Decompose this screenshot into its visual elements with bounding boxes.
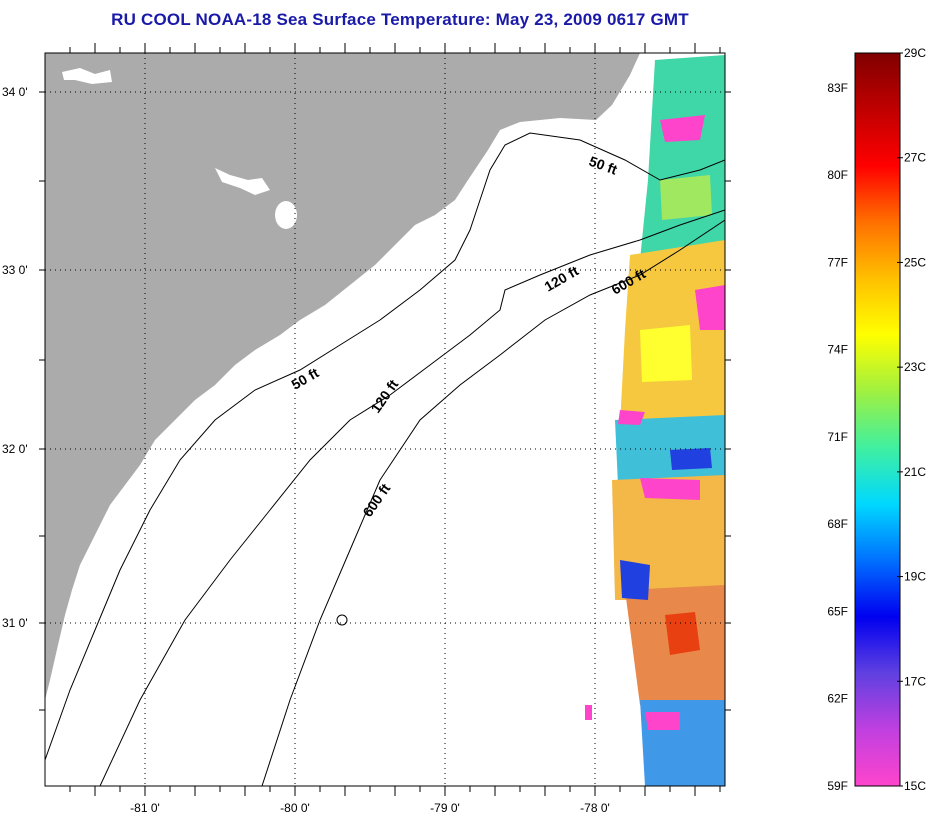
- colorbar-celsius-label: 23C: [904, 360, 926, 374]
- colorbar-celsius-label: 27C: [904, 151, 926, 165]
- colorbar-celsius-label: 25C: [904, 255, 926, 269]
- map-ticks: [39, 43, 731, 796]
- colorbar-fahrenheit-label: 83F: [827, 81, 848, 95]
- map-title: RU COOL NOAA-18 Sea Surface Temperature:…: [111, 10, 689, 29]
- lat-label: 33 0': [2, 263, 28, 277]
- contour-50ft: [45, 132, 725, 761]
- land-mass: [45, 53, 640, 700]
- lat-label: 31 0': [2, 616, 28, 630]
- map-frame: [44, 52, 726, 787]
- colorbar-fahrenheit-label: 62F: [827, 692, 848, 706]
- colorbar-celsius-label: 19C: [904, 570, 926, 584]
- colorbar-fahrenheit-label: 77F: [827, 255, 848, 269]
- sst-data-overlay: [585, 55, 725, 786]
- colorbar-celsius-label: 29C: [904, 46, 926, 60]
- lat-label: 34 0': [2, 85, 28, 99]
- inland-water: [45, 68, 297, 786]
- colorbar-fahrenheit-label: 68F: [827, 517, 848, 531]
- contour-600ft: [261, 219, 725, 786]
- lon-label: -79 0': [430, 801, 460, 815]
- colorbar-celsius-label: 15C: [904, 779, 926, 793]
- lon-label: -78 0': [580, 801, 610, 815]
- colorbar-celsius-label: 21C: [904, 465, 926, 479]
- lat-label: 32 0': [2, 442, 28, 456]
- colorbar-fahrenheit-label: 80F: [827, 168, 848, 182]
- colorbar-fahrenheit-label: 65F: [827, 604, 848, 618]
- colorbar-celsius-label: 17C: [904, 674, 926, 688]
- colorbar-gradient: [854, 52, 901, 787]
- colorbar-fahrenheit-label: 59F: [827, 779, 848, 793]
- lon-label: -81 0': [130, 801, 160, 815]
- colorbar-fahrenheit-label: 74F: [827, 343, 848, 357]
- lon-label: -80 0': [280, 801, 310, 815]
- colorbar-fahrenheit-label: 71F: [827, 430, 848, 444]
- depth-contours: [45, 132, 725, 786]
- sst-map: 50 ft 50 ft 120 ft 120 ft 600 ft 600 ft …: [2, 43, 731, 815]
- map-gridlines: [45, 53, 725, 786]
- contour-120ft: [99, 209, 725, 786]
